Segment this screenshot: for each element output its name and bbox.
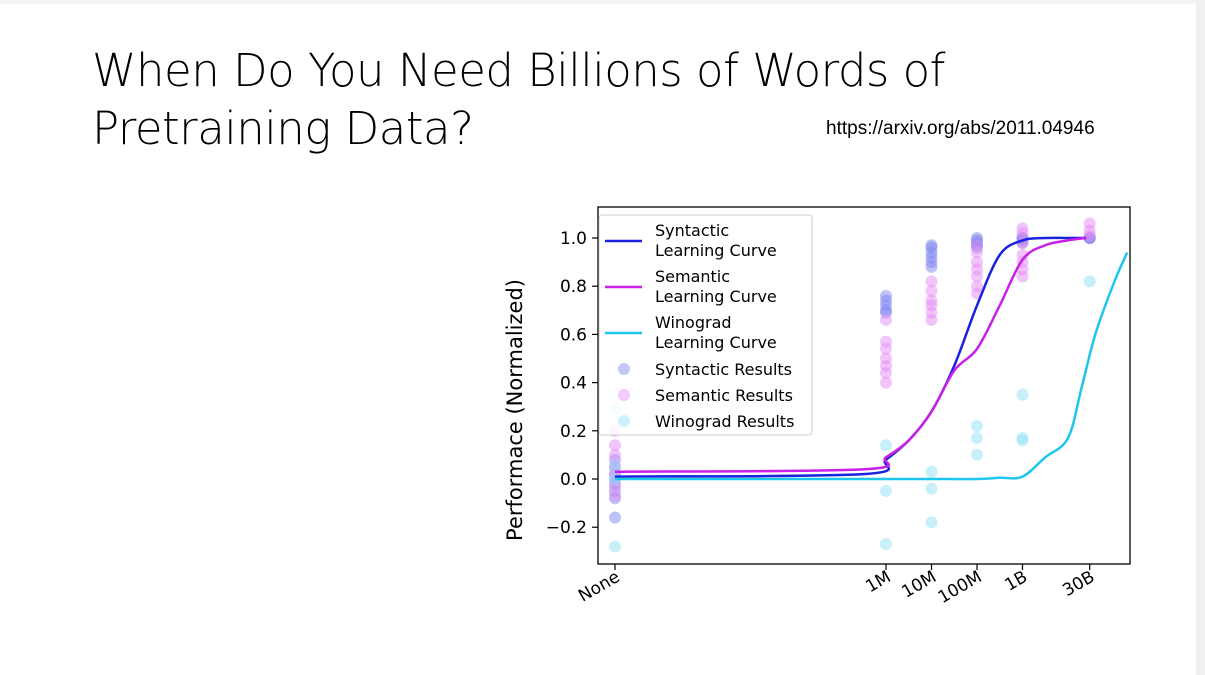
legend-semantic-results-marker xyxy=(618,389,630,401)
y-tick-label: 0.8 xyxy=(560,277,587,297)
semantic-result-point xyxy=(609,439,621,452)
y-tick-label: 1.0 xyxy=(560,229,587,249)
semantic-result-point xyxy=(880,366,892,379)
legend-syntactic-curve-line2: Learning Curve xyxy=(655,241,777,260)
legend-semantic-curve-line2: Learning Curve xyxy=(655,287,777,306)
semantic-result-point xyxy=(971,270,983,283)
x-tick-label: 10M xyxy=(899,567,940,602)
winograd-result-point xyxy=(880,439,892,452)
semantic-result-point xyxy=(1083,229,1096,242)
semantic-result-point xyxy=(1016,227,1029,240)
semantic-result-point xyxy=(925,275,938,288)
winograd-result-point xyxy=(971,448,983,461)
legend-syntactic-results-label: Syntactic Results xyxy=(655,360,792,379)
winograd-result-point xyxy=(609,540,621,553)
semantic-result-point xyxy=(609,489,621,502)
semantic-result-point xyxy=(1016,270,1029,283)
y-tick-label: 0.2 xyxy=(560,422,587,442)
slide-title-line-2: Pretraining Data? xyxy=(92,102,474,155)
winograd-result-point xyxy=(609,460,621,473)
winograd-result-point xyxy=(925,465,938,478)
legend-box xyxy=(598,214,813,436)
syntactic-learning-curve xyxy=(614,236,1087,478)
winograd-result-point xyxy=(1016,434,1029,447)
winograd-result-point xyxy=(880,485,892,498)
semantic-result-point xyxy=(609,448,621,461)
legend-winograd-curve-line2: Learning Curve xyxy=(655,333,777,352)
legend-semantic-curve-line1: Semantic xyxy=(655,267,730,286)
winograd-result-point xyxy=(880,538,892,551)
legend-syntactic-curve-line1: Syntactic xyxy=(655,221,729,240)
legend-winograd-curve-line1: Winograd xyxy=(655,313,732,332)
x-tick-label: 1M xyxy=(862,567,894,597)
winograd-result-point xyxy=(971,419,983,432)
winograd-learning-curve xyxy=(614,251,1129,481)
slide-top-edge xyxy=(0,0,1205,4)
semantic-result-point xyxy=(880,342,892,355)
slide-title-line-1: When Do You Need Billions of Words of xyxy=(92,44,946,97)
winograd-result-point xyxy=(1083,275,1096,288)
plot-frame xyxy=(597,206,1131,565)
semantic-learning-curve xyxy=(614,236,1087,474)
x-tick-label: 1B xyxy=(1002,567,1031,596)
semantic-result-point xyxy=(880,376,892,389)
x-tick-label: 100M xyxy=(935,567,986,608)
arxiv-link[interactable]: https://arxiv.org/abs/2011.04946 xyxy=(826,118,1095,139)
winograd-result-point xyxy=(925,516,938,529)
semantic-result-point xyxy=(925,285,938,298)
legend-winograd-results-marker xyxy=(618,415,630,427)
x-tick-label: 30B xyxy=(1059,567,1098,601)
syntactic-result-point xyxy=(925,260,938,273)
legend-syntactic-results-marker xyxy=(618,363,630,375)
winograd-result-point xyxy=(1016,388,1029,401)
y-axis-title: Performace (Normalized) xyxy=(503,279,527,541)
curve-layer xyxy=(614,236,1129,481)
semantic-result-point xyxy=(880,313,892,326)
winograd-result-point xyxy=(971,432,983,445)
semantic-result-point xyxy=(971,246,983,259)
slide-title: When Do You Need Billions of Words of Pr… xyxy=(92,42,992,158)
y-tick-label: −0.2 xyxy=(546,518,587,538)
y-tick-label: 0.0 xyxy=(560,470,587,490)
semantic-result-point xyxy=(925,313,938,326)
legend-winograd-results-label: Winograd Results xyxy=(655,412,794,431)
slide-right-edge xyxy=(1196,0,1205,675)
legend: Syntactic Learning Curve Semantic Learni… xyxy=(598,214,813,436)
winograd-result-point xyxy=(925,482,938,495)
y-tick-label: 0.6 xyxy=(560,325,587,345)
legend-semantic-results-label: Semantic Results xyxy=(655,386,793,405)
syntactic-result-point xyxy=(609,511,621,524)
x-tick-label: None xyxy=(575,567,623,607)
y-tick-label: 0.4 xyxy=(560,374,587,394)
